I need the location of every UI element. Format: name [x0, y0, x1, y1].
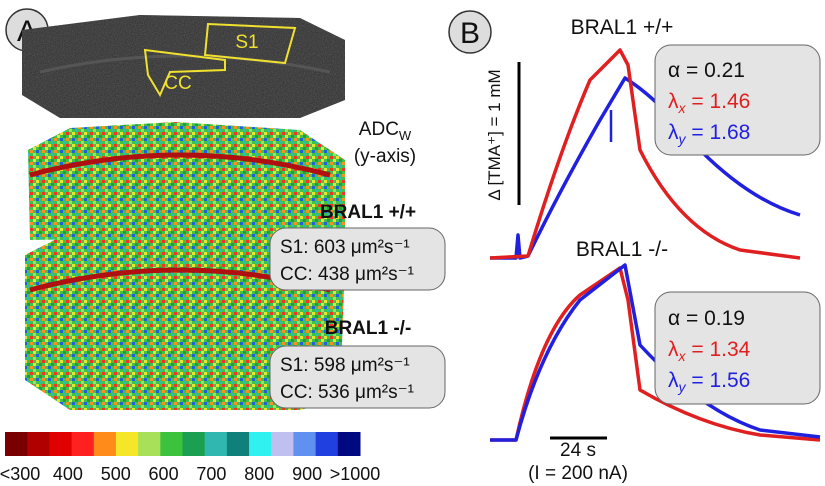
group-title: BRAL1 -/-	[325, 318, 412, 339]
param-box	[654, 44, 821, 156]
scale-note-x: (I = 200 nA)	[528, 463, 628, 484]
value: 536	[318, 382, 350, 403]
roi-cc-label: CC	[164, 73, 191, 94]
unit: μm²s⁻¹	[351, 237, 410, 258]
gray-slice-texture	[22, 15, 345, 118]
colorbar-swatch	[204, 432, 228, 456]
colorbar-label: 400	[53, 464, 83, 484]
sub: x	[678, 100, 687, 116]
adc-row: CC: 536 μm²s⁻¹	[280, 382, 414, 403]
param-lambda-y: λy = 1.56	[668, 369, 750, 395]
symbol: λ	[668, 369, 679, 392]
value: 603	[314, 237, 346, 258]
colorbar-swatch	[271, 432, 294, 456]
roi-cc	[143, 48, 226, 98]
colorbar-swatch	[337, 432, 361, 456]
value: 598	[314, 355, 346, 376]
colorbar-swatch	[160, 432, 183, 456]
colorbar-swatch	[315, 432, 339, 456]
unit: μm²s⁻¹	[355, 382, 414, 403]
adc-row: S1: 603 μm²s⁻¹	[280, 237, 410, 258]
adc-row: CC: 438 μm²s⁻¹	[280, 264, 414, 285]
colorbar-swatch	[27, 432, 50, 456]
value: 1.34	[709, 338, 750, 361]
colorbar-swatch	[71, 432, 95, 456]
panel-label-circle	[448, 10, 492, 54]
colorbar-label: 800	[244, 464, 274, 484]
param-box	[654, 291, 821, 405]
colorbar-swatch	[138, 432, 161, 456]
adc-sub: W	[399, 128, 412, 143]
group-title: BRAL1 +/+	[320, 202, 416, 223]
diffusion-curve-y	[490, 263, 821, 442]
symbol: λ	[668, 338, 679, 361]
colorbar-label: >1000	[330, 464, 381, 484]
region: CC:	[280, 264, 313, 285]
param-alpha: α = 0.21	[668, 59, 745, 82]
gray-slice-tract	[39, 54, 331, 74]
colorbar-swatch	[182, 432, 206, 456]
colorbar-swatch	[93, 432, 117, 456]
colorbar-swatch	[249, 432, 272, 456]
colorbar-label: 900	[292, 464, 322, 484]
param-lambda-x: λx = 1.34	[668, 338, 751, 364]
colorbar-swatch	[293, 432, 317, 456]
colorbar-label: 600	[149, 464, 179, 484]
scale-label-y: Δ [TMA⁺] = 1 mM	[485, 69, 504, 200]
value-box	[269, 227, 446, 291]
value: 1.46	[709, 90, 750, 113]
adc-slice-tract	[29, 152, 331, 178]
group-title: BRAL1 +/+	[571, 16, 674, 39]
symbol: λ	[668, 121, 679, 144]
region: S1:	[280, 355, 309, 376]
region: CC:	[280, 382, 313, 403]
colorbar-swatch	[5, 432, 28, 456]
colorbar-label: <300	[0, 464, 40, 484]
value: 438	[318, 264, 350, 285]
colorbar-label: 700	[196, 464, 226, 484]
sub: x	[678, 348, 687, 364]
diffusion-curve-y	[490, 76, 801, 260]
group-title: BRAL1 -/-	[576, 238, 668, 261]
roi-s1-label: S1	[235, 32, 258, 53]
adc-main: ADC	[359, 119, 399, 140]
param-lambda-y: λy = 1.68	[668, 121, 750, 147]
param-alpha: α = 0.19	[668, 307, 745, 330]
symbol: λ	[668, 90, 679, 113]
value: 0.19	[704, 307, 745, 330]
region: S1:	[280, 237, 309, 258]
scale-label-x: 24 s	[560, 440, 596, 461]
colorbar-label: 500	[101, 464, 131, 484]
unit: μm²s⁻¹	[351, 355, 410, 376]
symbol: α	[668, 307, 680, 330]
adc-note: (y-axis)	[354, 146, 416, 167]
param-lambda-x: λx = 1.46	[668, 90, 750, 116]
value: 0.21	[704, 59, 745, 82]
panel-label: B	[460, 17, 480, 50]
roi-s1	[203, 22, 297, 65]
adc-row: S1: 598 μm²s⁻¹	[280, 355, 410, 376]
value-box	[269, 345, 446, 409]
colorbar	[5, 432, 361, 456]
adc-label: ADCW	[359, 119, 412, 143]
value: 1.68	[709, 121, 750, 144]
adc-slice	[28, 122, 345, 240]
sub: y	[678, 379, 687, 395]
unit: μm²s⁻¹	[355, 264, 414, 285]
colorbar-labels: <300 400 500 600 700 800 900 >1000	[0, 464, 380, 484]
colorbar-swatch	[226, 432, 250, 456]
diffusion-curve-x	[489, 48, 801, 260]
colorbar-swatch	[49, 432, 73, 456]
symbol: α	[668, 59, 680, 82]
sub: y	[678, 131, 687, 147]
colorbar-swatch	[115, 432, 139, 456]
value: 1.56	[709, 369, 750, 392]
